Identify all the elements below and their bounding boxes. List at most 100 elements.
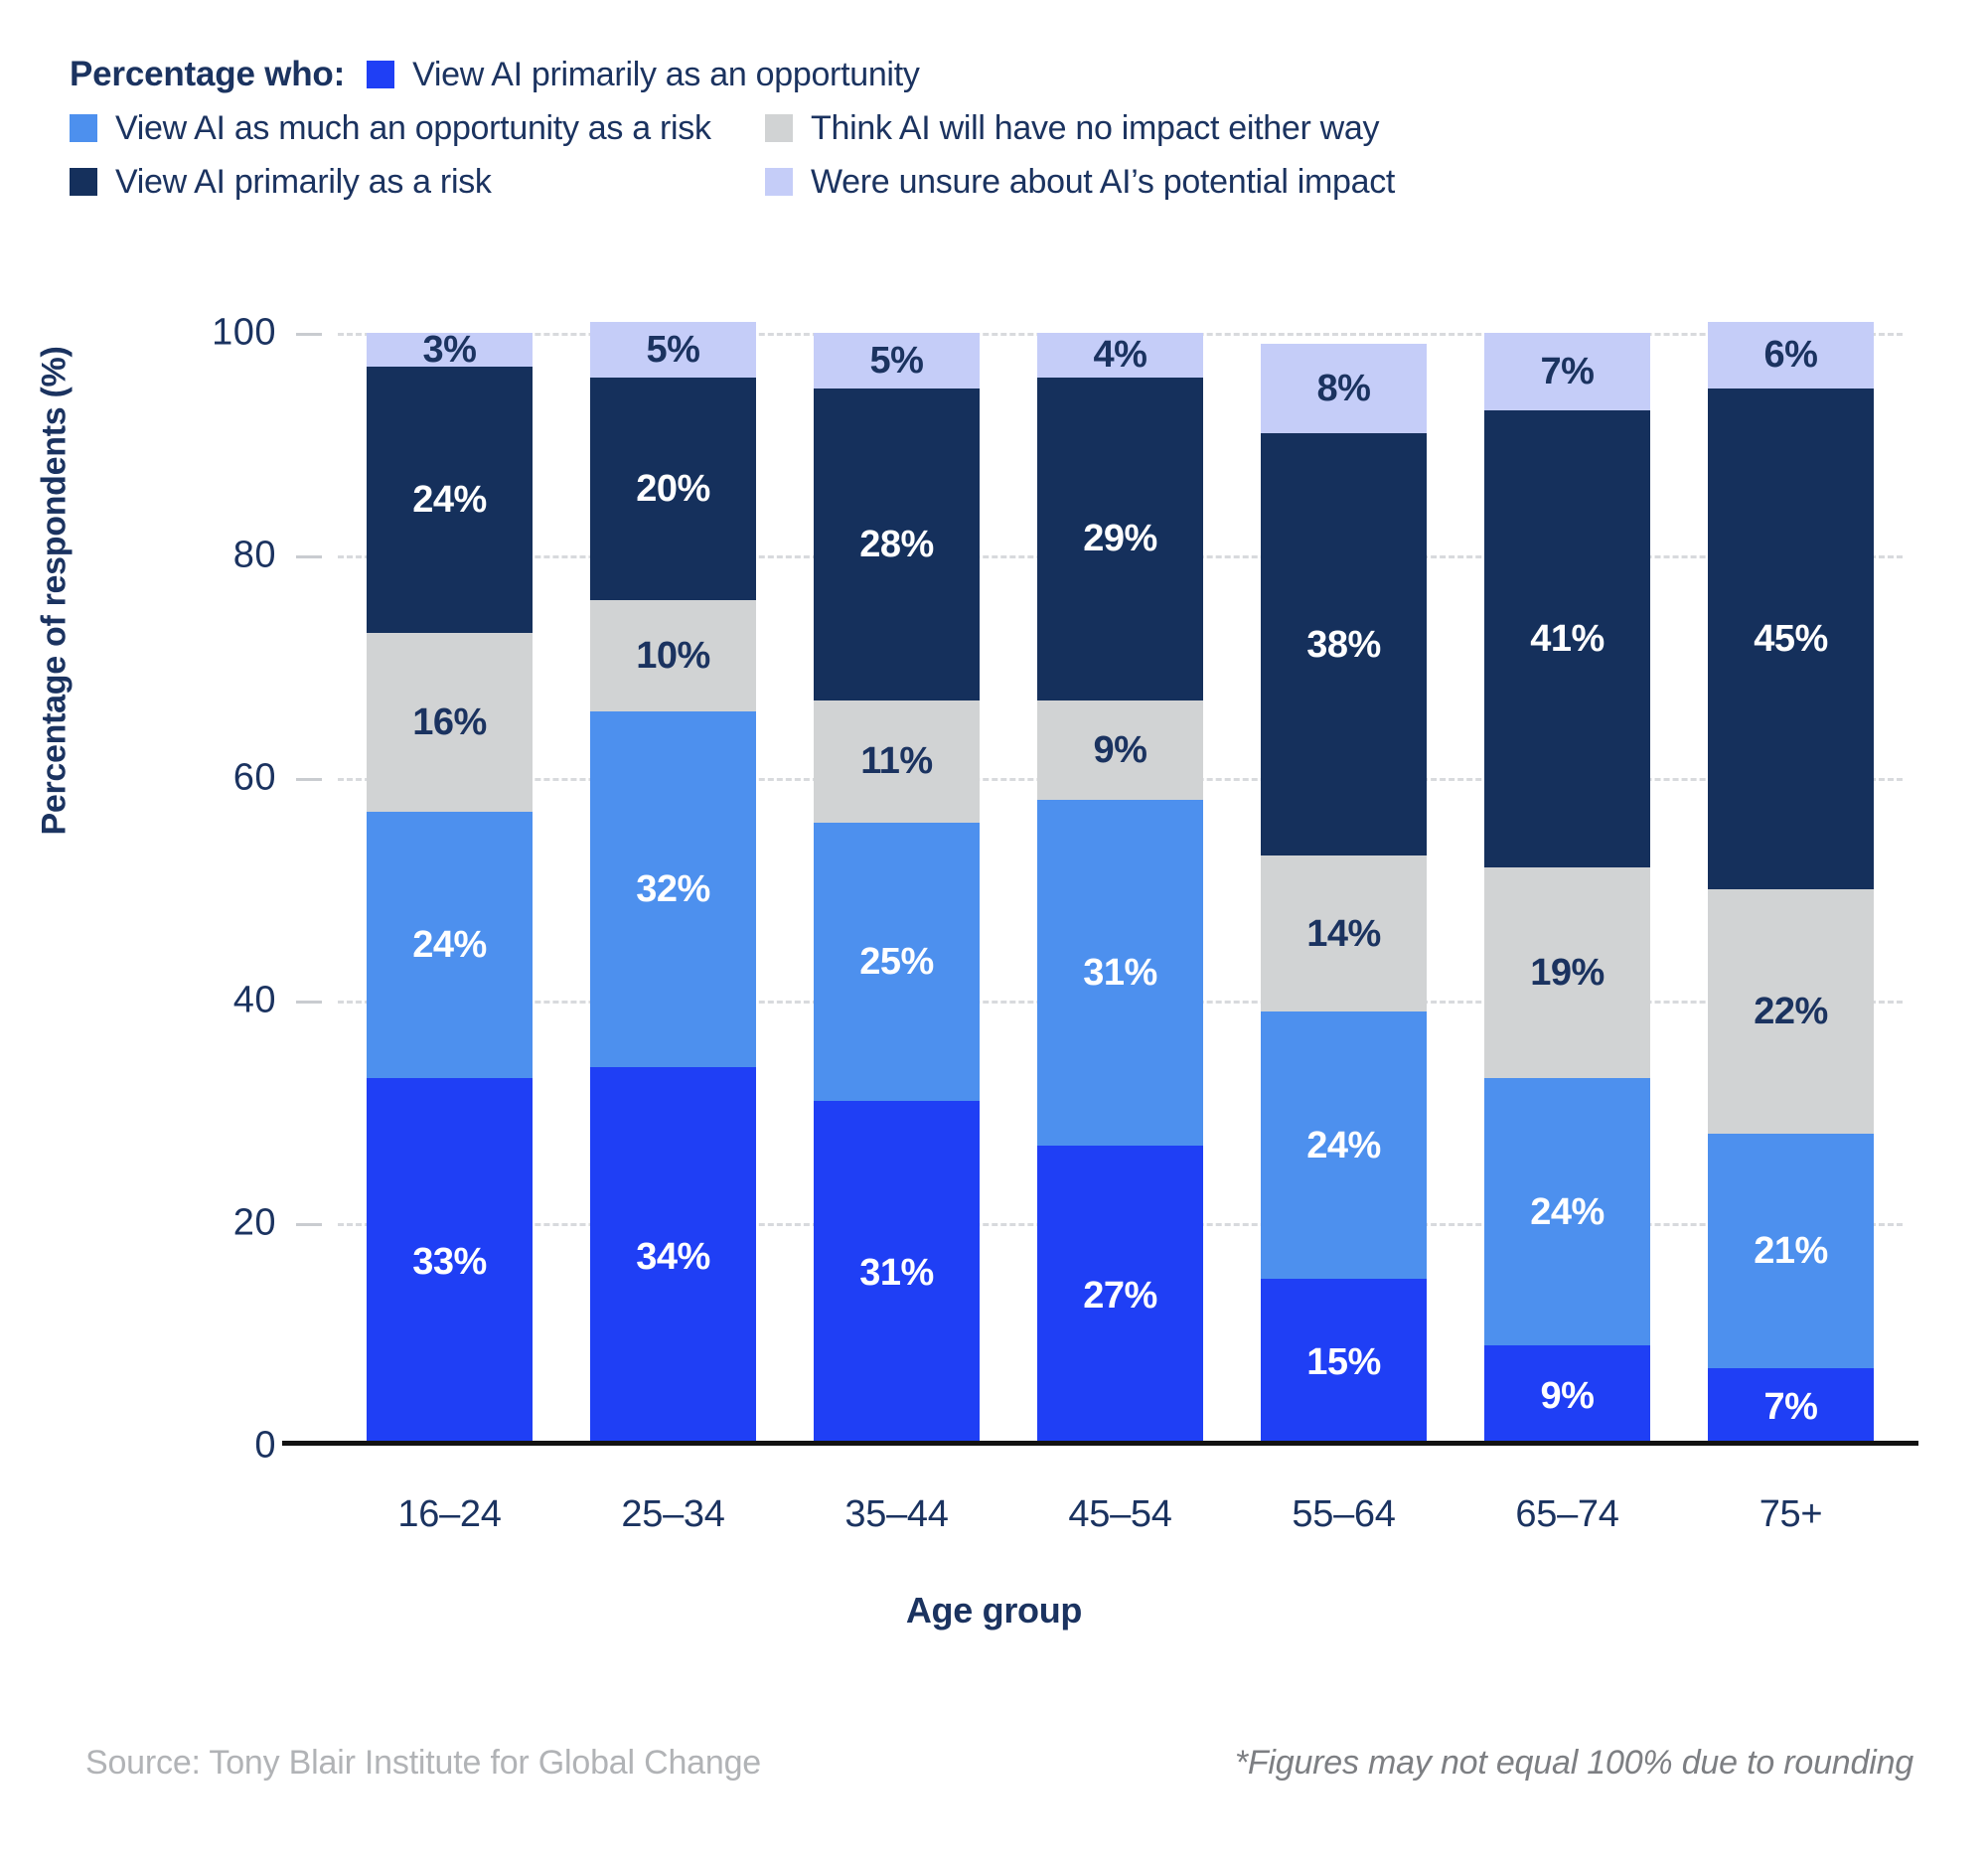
chart-footer: Source: Tony Blair Institute for Global … — [0, 1744, 1988, 1813]
bar-segment[interactable]: 19% — [1483, 866, 1651, 1079]
bar-segment[interactable]: 9% — [1483, 1345, 1651, 1446]
y-tick-label: 60 — [232, 756, 276, 799]
bar-segment[interactable]: 27% — [1036, 1145, 1204, 1446]
y-tick-mark — [296, 1223, 322, 1226]
x-tick-label: 25–34 — [621, 1493, 725, 1535]
bar-group[interactable]: 7% 21% 22% 45% 6% 75+ — [1707, 321, 1875, 1535]
legend-swatch-opportunity-icon — [367, 61, 395, 88]
bar-segment-value-label: 27% — [1083, 1274, 1157, 1317]
legend-label-both: View AI as much an opportunity as a risk — [115, 109, 711, 147]
bar-segment[interactable]: 21% — [1707, 1134, 1875, 1368]
legend-item-opportunity[interactable]: View AI primarily as an opportunity — [367, 56, 920, 93]
bar-segment-value-label: 19% — [1530, 952, 1605, 994]
y-tick-mark — [296, 333, 322, 336]
bar-segment[interactable]: 38% — [1260, 432, 1428, 856]
y-tick-mark — [296, 555, 322, 558]
legend-row-2: View AI as much an opportunity as a risk… — [70, 101, 1917, 155]
bar-segment[interactable]: 24% — [366, 366, 534, 634]
bar-segment[interactable]: 15% — [1260, 1279, 1428, 1446]
bar-segment-value-label: 33% — [412, 1241, 487, 1284]
bar-segment-value-label: 6% — [1763, 334, 1818, 377]
bar-segment-value-label: 29% — [1083, 518, 1157, 560]
bar-segment[interactable]: 24% — [1483, 1078, 1651, 1346]
bar-segment-value-label: 20% — [636, 467, 710, 510]
bar-segment-value-label: 41% — [1530, 618, 1605, 661]
bar-segment[interactable]: 34% — [589, 1067, 757, 1446]
bar-segment-value-label: 21% — [1754, 1230, 1828, 1273]
bar-segment[interactable]: 41% — [1483, 410, 1651, 867]
bar-group[interactable]: 27% 31% 9% 29% 4% 45–54 — [1036, 333, 1204, 1535]
bar-segment[interactable]: 24% — [366, 811, 534, 1079]
bar-segment[interactable]: 11% — [813, 699, 981, 823]
bar-segment[interactable]: 16% — [366, 633, 534, 812]
bar-segment-value-label: 31% — [859, 1252, 934, 1295]
bar-segment[interactable]: 24% — [1260, 1011, 1428, 1279]
bar-segment-value-label: 10% — [636, 634, 710, 677]
legend-item-risk[interactable]: View AI primarily as a risk — [70, 165, 765, 199]
bar-segment[interactable]: 22% — [1707, 889, 1875, 1135]
legend-label-no-impact: Think AI will have no impact either way — [811, 109, 1380, 147]
bar-segment-value-label: 34% — [636, 1235, 710, 1278]
chart-legend: Percentage who: View AI primarily as an … — [70, 48, 1917, 209]
bar-segment[interactable]: 25% — [813, 822, 981, 1101]
y-tick-label: 40 — [232, 979, 276, 1021]
bar-segment[interactable]: 5% — [813, 333, 981, 388]
bar-segment-value-label: 22% — [1754, 991, 1828, 1033]
bar-segment[interactable]: 31% — [813, 1100, 981, 1446]
bar-segment[interactable]: 10% — [589, 599, 757, 711]
x-tick-label: 16–24 — [397, 1493, 502, 1535]
bar-segment[interactable]: 7% — [1707, 1367, 1875, 1446]
bar-segment[interactable]: 45% — [1707, 388, 1875, 889]
bar-segment[interactable]: 9% — [1036, 699, 1204, 801]
legend-label-opportunity: View AI primarily as an opportunity — [412, 56, 920, 93]
legend-label-unsure: Were unsure about AI’s potential impact — [811, 163, 1396, 201]
bar-segment-value-label: 45% — [1754, 618, 1828, 660]
legend-title: Percentage who: — [70, 55, 346, 93]
bar-segment-value-label: 9% — [1540, 1374, 1595, 1417]
bar-segment-value-label: 14% — [1306, 912, 1381, 955]
bar-group[interactable]: 9% 24% 19% 41% 7% 65–74 — [1483, 333, 1651, 1535]
bar-segment-value-label: 31% — [1083, 952, 1157, 995]
bar-segment[interactable]: 20% — [589, 377, 757, 600]
bar-segment[interactable]: 29% — [1036, 377, 1204, 700]
bar-segment[interactable]: 14% — [1260, 855, 1428, 1012]
bar-segment[interactable]: 31% — [1036, 800, 1204, 1146]
bar-segment[interactable]: 3% — [366, 331, 534, 369]
bar-group[interactable]: 31% 25% 11% 28% 5% 35–44 — [813, 333, 981, 1535]
bar-segment[interactable]: 8% — [1260, 344, 1428, 433]
legend-item-both[interactable]: View AI as much an opportunity as a risk — [70, 111, 765, 145]
bar-segment[interactable]: 5% — [589, 321, 757, 378]
bar-segment-value-label: 24% — [412, 924, 487, 966]
legend-swatch-no-impact-icon — [765, 114, 793, 142]
legend-item-unsure[interactable]: Were unsure about AI’s potential impact — [765, 165, 1395, 199]
bar-segment-value-label: 38% — [1306, 623, 1381, 666]
y-tick-label: 0 — [254, 1424, 276, 1467]
source-credit: Source: Tony Blair Institute for Global … — [85, 1744, 761, 1782]
x-axis-title: Age group — [905, 1590, 1083, 1631]
bar-segment-value-label: 5% — [646, 328, 700, 371]
y-axis-title: Percentage of respondents (%) — [35, 346, 74, 836]
x-tick-label: 45–54 — [1068, 1493, 1172, 1535]
bar-segment-value-label: 7% — [1763, 1385, 1818, 1428]
bar-segment-value-label: 25% — [859, 940, 934, 983]
bar-group[interactable]: 33% 24% 16% 24% 3% 16–24 — [366, 331, 534, 1535]
bar-segment[interactable]: 4% — [1036, 333, 1204, 378]
legend-row-1: Percentage who: View AI primarily as an … — [70, 48, 1917, 101]
bar-segment-value-label: 28% — [859, 523, 934, 565]
x-tick-label: 35–44 — [844, 1493, 949, 1535]
legend-row-3: View AI primarily as a risk Were unsure … — [70, 155, 1917, 209]
bar-segment[interactable]: 6% — [1707, 321, 1875, 388]
bar-group[interactable]: 34% 32% 10% 20% 5% 25–34 — [589, 321, 757, 1535]
bar-segment[interactable]: 33% — [366, 1078, 534, 1446]
bar-group[interactable]: 15% 24% 14% 38% 8% 55–64 — [1260, 333, 1428, 1535]
bar-segment[interactable]: 32% — [589, 710, 757, 1068]
bar-segment[interactable]: 7% — [1483, 333, 1651, 411]
legend-item-no-impact[interactable]: Think AI will have no impact either way — [765, 109, 1380, 147]
bar-segment-value-label: 5% — [869, 340, 924, 382]
bar-segment-value-label: 24% — [1306, 1124, 1381, 1166]
bar-segment-value-label: 8% — [1316, 368, 1371, 410]
legend-swatch-unsure-icon — [765, 168, 793, 196]
bar-segment[interactable]: 28% — [813, 388, 981, 700]
bar-segment-value-label: 4% — [1093, 334, 1147, 377]
bar-segment-value-label: 11% — [860, 740, 933, 783]
